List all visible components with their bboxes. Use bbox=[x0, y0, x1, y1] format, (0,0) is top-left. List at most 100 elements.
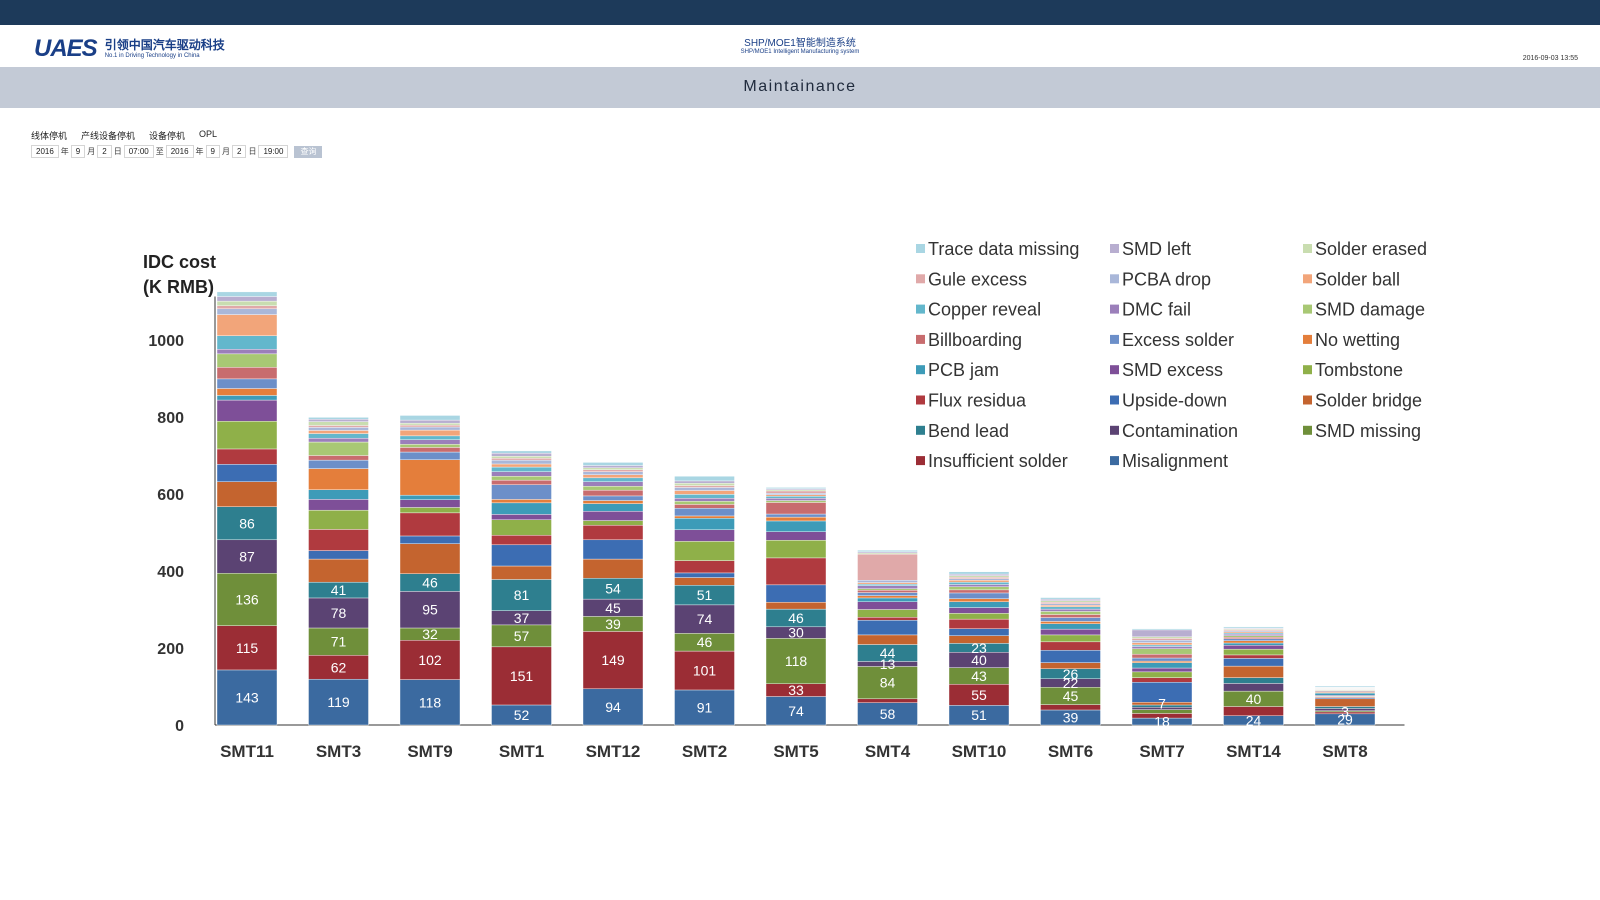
legend-label-excess-solder: Excess solder bbox=[1122, 330, 1234, 350]
data-label-smt2-insufficient-solder: 101 bbox=[693, 663, 717, 679]
from-year-field[interactable]: 2016 bbox=[31, 145, 59, 158]
from-day-field[interactable]: 2 bbox=[97, 145, 112, 158]
bar-segment-smt14-dmc-fail bbox=[1223, 633, 1284, 636]
bar-segment-smt4-insufficient-solder bbox=[857, 698, 918, 703]
from-month-field[interactable]: 9 bbox=[70, 145, 86, 158]
tab-bar: 线体停机 产线设备停机 设备停机 OPL bbox=[31, 129, 217, 142]
bar-segment-smt3-solder-ball bbox=[308, 430, 369, 434]
data-label-smt3-insufficient-solder: 62 bbox=[331, 659, 347, 675]
from-time-field[interactable]: 07:00 bbox=[123, 145, 154, 158]
bar-segment-smt7-gule-excess bbox=[1131, 638, 1193, 641]
legend-swatch-billboarding bbox=[916, 334, 925, 344]
bar-segment-smt14-pcb-jam bbox=[1223, 642, 1284, 646]
bar-segment-smt10-pcba-drop bbox=[948, 578, 1010, 581]
bar-segment-smt3-pcb-jam bbox=[308, 489, 369, 500]
legend-swatch-smd-excess bbox=[1110, 365, 1119, 375]
tab-production-equipment-downtime[interactable]: 产线设备停机 bbox=[81, 131, 136, 141]
bar-segment-smt7-smd-excess bbox=[1131, 667, 1193, 673]
bar-segment-smt10-gule-excess bbox=[948, 576, 1010, 579]
x-tick-label-smt3: SMT3 bbox=[316, 742, 361, 761]
bar-segment-smt1-copper-reveal bbox=[491, 466, 552, 472]
query-button[interactable]: 查询 bbox=[294, 145, 323, 158]
legend-label-upside-down: Upside-down bbox=[1122, 391, 1227, 411]
to-label: 至 bbox=[155, 147, 164, 156]
bar-segment-smt14-solder-bridge bbox=[1223, 665, 1284, 678]
x-tick-label-smt8: SMT8 bbox=[1322, 742, 1367, 761]
bar-segment-smt5-smd-damage bbox=[765, 500, 827, 503]
bar-segment-smt2-misalignment bbox=[674, 689, 735, 726]
bar-segment-smt9-copper-reveal bbox=[399, 435, 461, 440]
legend-label-misalignment: Misalignment bbox=[1122, 451, 1228, 471]
tab-equipment-downtime[interactable]: 设备停机 bbox=[149, 131, 186, 141]
bar-segment-smt6-excess-solder bbox=[1040, 617, 1101, 622]
bar-segment-smt1-no-wetting bbox=[491, 499, 552, 504]
year-unit-label-2: 年 bbox=[195, 147, 204, 156]
y-tick-label-0: 0 bbox=[175, 718, 184, 735]
bar-segment-smt10-pcb-jam bbox=[948, 601, 1010, 608]
bar-segment-smt5-trace-data-missing bbox=[765, 487, 827, 489]
bar-segment-smt10-excess-solder bbox=[948, 592, 1010, 599]
page-title-bar: Maintainance bbox=[0, 67, 1600, 108]
y-axis-label-line-1: IDC cost bbox=[143, 252, 216, 272]
bar-segment-smt6-smd-damage bbox=[1040, 611, 1101, 615]
x-tick-label-smt12: SMT12 bbox=[586, 742, 641, 761]
bar-segment-smt9-smd-damage bbox=[399, 444, 461, 448]
bar-segment-smt3-gule-excess bbox=[308, 425, 369, 428]
legend-swatch-no-wetting bbox=[1303, 334, 1312, 344]
logo-slogan-en: No.1 in Driving Technology in China bbox=[104, 53, 200, 59]
y-tick-label-1000: 1000 bbox=[148, 333, 184, 350]
bar-segment-smt3-pcba-drop bbox=[308, 427, 369, 431]
bar-segment-smt10-copper-reveal bbox=[948, 581, 1010, 585]
bar-segment-smt11-contamination bbox=[216, 539, 278, 574]
bar-segment-smt6-flux-residua bbox=[1040, 641, 1101, 651]
bar-segment-smt6-no-wetting bbox=[1040, 621, 1101, 624]
bar-segment-smt1-solder-bridge bbox=[491, 565, 552, 580]
data-label-smt1-bend-lead: 81 bbox=[514, 587, 530, 603]
bar-segment-smt6-solder-ball bbox=[1040, 605, 1101, 608]
bar-segment-smt11-tombstone bbox=[216, 421, 278, 450]
bar-segment-smt3-tombstone bbox=[308, 509, 369, 530]
bar-segment-smt12-smd-damage bbox=[582, 486, 644, 491]
bar-segment-smt3-smd-damage bbox=[308, 441, 369, 456]
legend-label-bend-lead: Bend lead bbox=[928, 421, 1009, 441]
bar-segment-smt4-dmc-fail bbox=[857, 585, 918, 589]
bar-segment-smt4-pcb-jam bbox=[857, 597, 918, 603]
data-label-smt7-misalignment: 18 bbox=[1154, 714, 1170, 730]
bar-segment-smt11-pcb-jam bbox=[216, 395, 278, 401]
x-tick-label-smt9: SMT9 bbox=[407, 742, 452, 761]
to-year-field[interactable]: 2016 bbox=[165, 145, 194, 158]
legend-label-no-wetting: No wetting bbox=[1315, 330, 1400, 350]
to-day-field[interactable]: 2 bbox=[231, 145, 247, 158]
bar-segment-smt14-upside-down bbox=[1223, 658, 1284, 667]
bar-segment-smt9-misalignment bbox=[399, 679, 461, 726]
data-label-smt3-misalignment: 119 bbox=[327, 694, 350, 710]
bar-segment-smt6-tombstone bbox=[1040, 634, 1101, 643]
bar-segment-smt2-excess-solder bbox=[674, 508, 735, 517]
tab-opl[interactable]: OPL bbox=[199, 129, 218, 139]
bar-segment-smt9-smd-left bbox=[399, 419, 461, 424]
data-label-smt2-bend-lead: 51 bbox=[697, 587, 713, 603]
bar-segment-smt12-misalignment bbox=[582, 688, 644, 726]
bar-segment-smt1-trace-data-missing bbox=[491, 450, 552, 454]
to-month-field[interactable]: 9 bbox=[205, 145, 220, 158]
tab-line-downtime[interactable]: 线体停机 bbox=[31, 131, 68, 141]
bar-segment-smt8-trace-data-missing bbox=[1314, 685, 1376, 688]
bar-segment-smt6-upside-down bbox=[1040, 650, 1101, 663]
bar-segment-smt9-dmc-fail bbox=[399, 439, 461, 445]
legend-label-smd-excess: SMD excess bbox=[1122, 360, 1223, 380]
bar-segment-smt2-trace-data-missing bbox=[674, 476, 735, 482]
bar-segment-smt1-solder-ball bbox=[491, 463, 552, 468]
bar-segment-smt3-smd-missing bbox=[308, 627, 369, 656]
bar-segment-smt5-flux-residua bbox=[765, 557, 827, 586]
bar-segment-smt2-pcb-jam bbox=[674, 518, 735, 531]
bar-segment-smt1-gule-excess bbox=[491, 457, 552, 461]
bar-segment-smt11-solder-bridge bbox=[216, 481, 278, 507]
legend-swatch-smd-damage bbox=[1303, 304, 1312, 314]
bar-segment-smt12-upside-down bbox=[582, 539, 644, 560]
bar-segment-smt6-trace-data-missing bbox=[1040, 597, 1101, 600]
y-axis-label-line-2: (K RMB) bbox=[143, 277, 214, 297]
bar-segment-smt12-insufficient-solder bbox=[582, 631, 644, 690]
bar-segment-smt4-copper-reveal bbox=[857, 583, 918, 586]
to-time-field[interactable]: 19:00 bbox=[258, 145, 289, 158]
bar-segment-smt14-excess-solder bbox=[1223, 638, 1284, 641]
